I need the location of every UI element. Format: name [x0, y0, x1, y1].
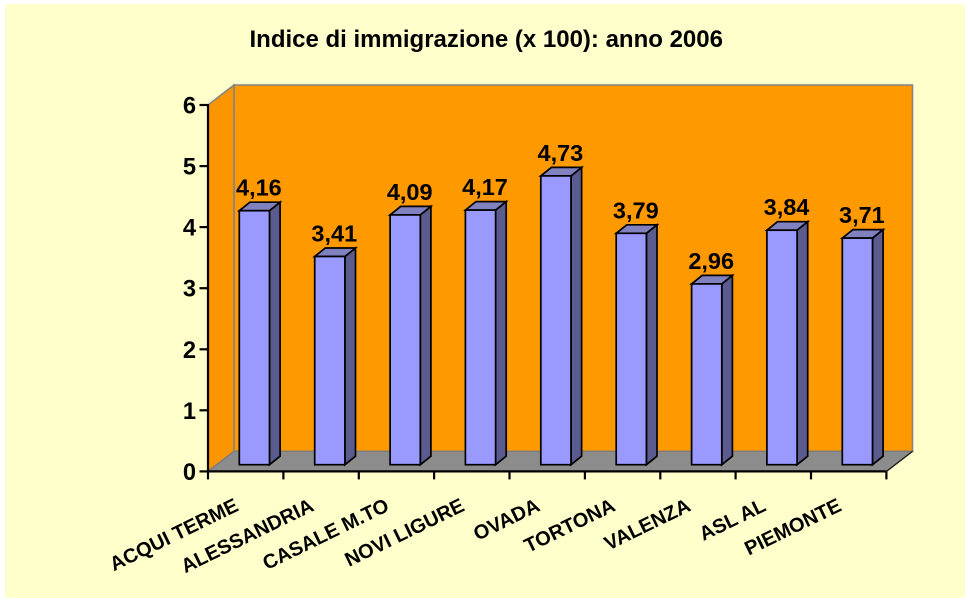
svg-text:6: 6 [183, 94, 196, 120]
svg-text:4,09: 4,09 [387, 179, 433, 205]
svg-text:0: 0 [183, 460, 196, 486]
svg-text:4: 4 [183, 216, 197, 242]
svg-text:3,84: 3,84 [764, 194, 810, 220]
svg-text:4,73: 4,73 [538, 140, 584, 166]
svg-text:Indice di immigrazione (x 100): Indice di immigrazione (x 100): anno 200… [250, 26, 723, 53]
svg-text:3,79: 3,79 [613, 197, 659, 223]
svg-text:3,71: 3,71 [839, 202, 885, 228]
svg-text:4,16: 4,16 [236, 175, 282, 201]
svg-text:1: 1 [183, 399, 196, 425]
svg-text:5: 5 [183, 155, 196, 181]
svg-text:3: 3 [183, 277, 196, 303]
svg-text:2,96: 2,96 [688, 248, 734, 274]
svg-text:2: 2 [183, 338, 196, 364]
svg-text:3,41: 3,41 [311, 221, 357, 247]
svg-text:4,17: 4,17 [462, 174, 508, 200]
